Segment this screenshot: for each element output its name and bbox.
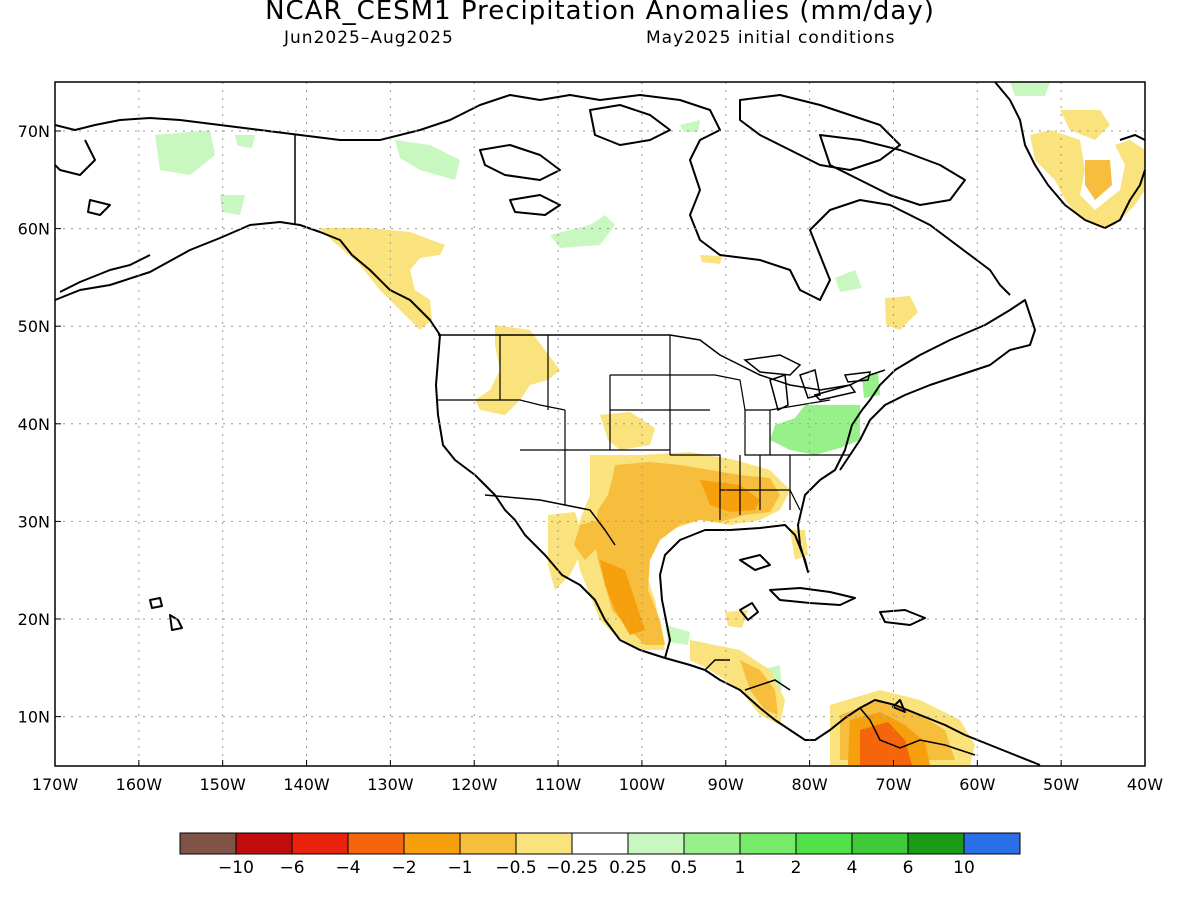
colorbar-swatch [179, 832, 237, 855]
wet-anomaly-areas [155, 82, 1050, 692]
colorbar-swatch [627, 832, 685, 855]
lon-tick-label: 40W [1127, 775, 1163, 794]
colorbar-label: −10 [218, 858, 254, 878]
colorbar-swatch [459, 832, 517, 855]
anomaly-shading [155, 82, 1145, 765]
colorbar-label: 10 [953, 858, 975, 878]
lon-tick-label: 100W [619, 775, 666, 794]
graticule-grid [55, 82, 1145, 766]
colorbar-swatch [907, 832, 965, 855]
lon-tick-label: 80W [792, 775, 828, 794]
lon-tick-label: 120W [451, 775, 498, 794]
longitude-axis-labels: 170W 160W 150W 140W 130W 120W 110W 100W 90W 80W 70… [32, 760, 1163, 794]
colorbar: −10 −6 −4 −2 −1 −0.5 −0.25 0.25 0.5 1 2 4 6 10 [179, 832, 1021, 878]
lon-tick-label: 70W [875, 775, 911, 794]
colorbar-label: 0.5 [670, 858, 697, 878]
lat-tick-label: 40N [18, 415, 50, 434]
latitude-axis-labels: 70N 60N 50N 40N 30N 20N 10N [18, 122, 61, 727]
dry-anomaly-severe [860, 722, 912, 765]
lat-tick-label: 10N [18, 708, 50, 727]
colorbar-swatch [739, 832, 797, 855]
lon-tick-label: 50W [1043, 775, 1079, 794]
colorbar-label: −0.5 [495, 858, 536, 878]
lat-tick-label: 50N [18, 317, 50, 336]
lat-tick-label: 60N [18, 220, 50, 239]
colorbar-swatch [291, 832, 349, 855]
lat-tick-label: 30N [18, 512, 50, 531]
map-title: NCAR_CESM1 Precipitation Anomalies (mm/d… [265, 0, 935, 26]
colorbar-label: 0.25 [609, 858, 647, 878]
colorbar-label: −0.25 [546, 858, 598, 878]
colorbar-label: 1 [735, 858, 746, 878]
state-borders [438, 335, 850, 520]
lon-tick-label: 60W [959, 775, 995, 794]
colorbar-label: −2 [391, 858, 416, 878]
initial-conditions: May2025 initial conditions [646, 28, 896, 48]
colorbar-label: 2 [791, 858, 802, 878]
colorbar-label: −1 [447, 858, 472, 878]
lon-tick-label: 140W [283, 775, 330, 794]
forecast-period: Jun2025–Aug2025 [284, 28, 454, 48]
colorbar-label: 6 [903, 858, 914, 878]
lat-tick-label: 70N [18, 122, 50, 141]
colorbar-label: −4 [335, 858, 360, 878]
lon-tick-label: 90W [708, 775, 744, 794]
colorbar-swatch [347, 832, 405, 855]
colorbar-swatch [571, 832, 629, 855]
colorbar-label: −6 [279, 858, 304, 878]
colorbar-swatch [795, 832, 853, 855]
colorbar-swatch [235, 832, 293, 855]
lon-tick-label: 110W [535, 775, 582, 794]
lat-tick-label: 20N [18, 610, 50, 629]
great-lakes [743, 354, 871, 412]
colorbar-swatch [403, 832, 461, 855]
lon-tick-label: 130W [367, 775, 414, 794]
lon-tick-label: 170W [32, 775, 79, 794]
colorbar-swatch [851, 832, 909, 855]
coastlines [54, 81, 1146, 766]
colorbar-swatch [515, 832, 573, 855]
lon-tick-label: 150W [200, 775, 247, 794]
colorbar-label: 4 [847, 858, 858, 878]
colorbar-swatch [963, 832, 1021, 855]
colorbar-swatch [683, 832, 741, 855]
lon-tick-label: 160W [116, 775, 163, 794]
